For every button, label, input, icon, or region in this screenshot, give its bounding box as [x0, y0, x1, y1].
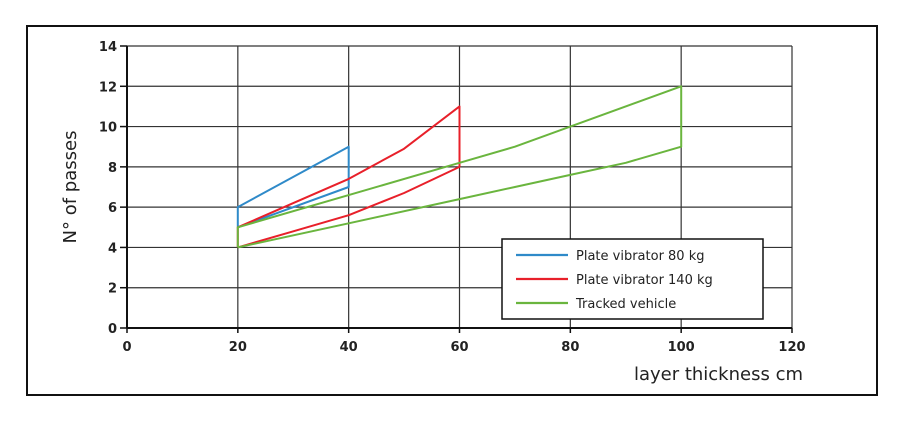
legend-entry: Plate vibrator 140 kg [576, 273, 713, 288]
x-tick-label: 0 [122, 340, 131, 355]
tick-labels: 0 20 40 60 80 100 120 0 2 4 6 8 10 12 14 [99, 40, 806, 355]
series-line-tracked-vehicle [236, 85, 683, 249]
x-tick-label: 60 [450, 340, 468, 355]
series-lines [236, 85, 683, 249]
legend-entry: Tracked vehicle [575, 297, 676, 312]
x-tick-label: 100 [668, 340, 695, 355]
x-tick-label: 120 [778, 340, 805, 355]
y-tick-label: 0 [108, 322, 117, 337]
y-tick-label: 12 [99, 80, 117, 95]
chart-frame [26, 25, 878, 396]
x-tick-label: 40 [340, 340, 358, 355]
y-tick-label: 4 [108, 241, 117, 256]
y-tick-label: 8 [108, 161, 117, 176]
legend: Plate vibrator 80 kg Plate vibrator 140 k… [501, 238, 764, 320]
x-axis-label: layer thickness cm [634, 364, 803, 385]
y-tick-label: 14 [99, 40, 117, 55]
legend-entry: Plate vibrator 80 kg [576, 249, 705, 264]
y-tick-label: 2 [108, 282, 117, 297]
y-tick-label: 6 [108, 201, 117, 216]
axes [120, 45, 793, 333]
series-line-plate-vibrator-140-kg [236, 105, 461, 249]
series-line-plate-vibrator-80-kg [236, 145, 350, 229]
x-tick-label: 80 [561, 340, 579, 355]
y-tick-label: 10 [99, 121, 117, 136]
y-axis-label: N° of passes [60, 131, 81, 244]
x-tick-label: 20 [229, 340, 247, 355]
